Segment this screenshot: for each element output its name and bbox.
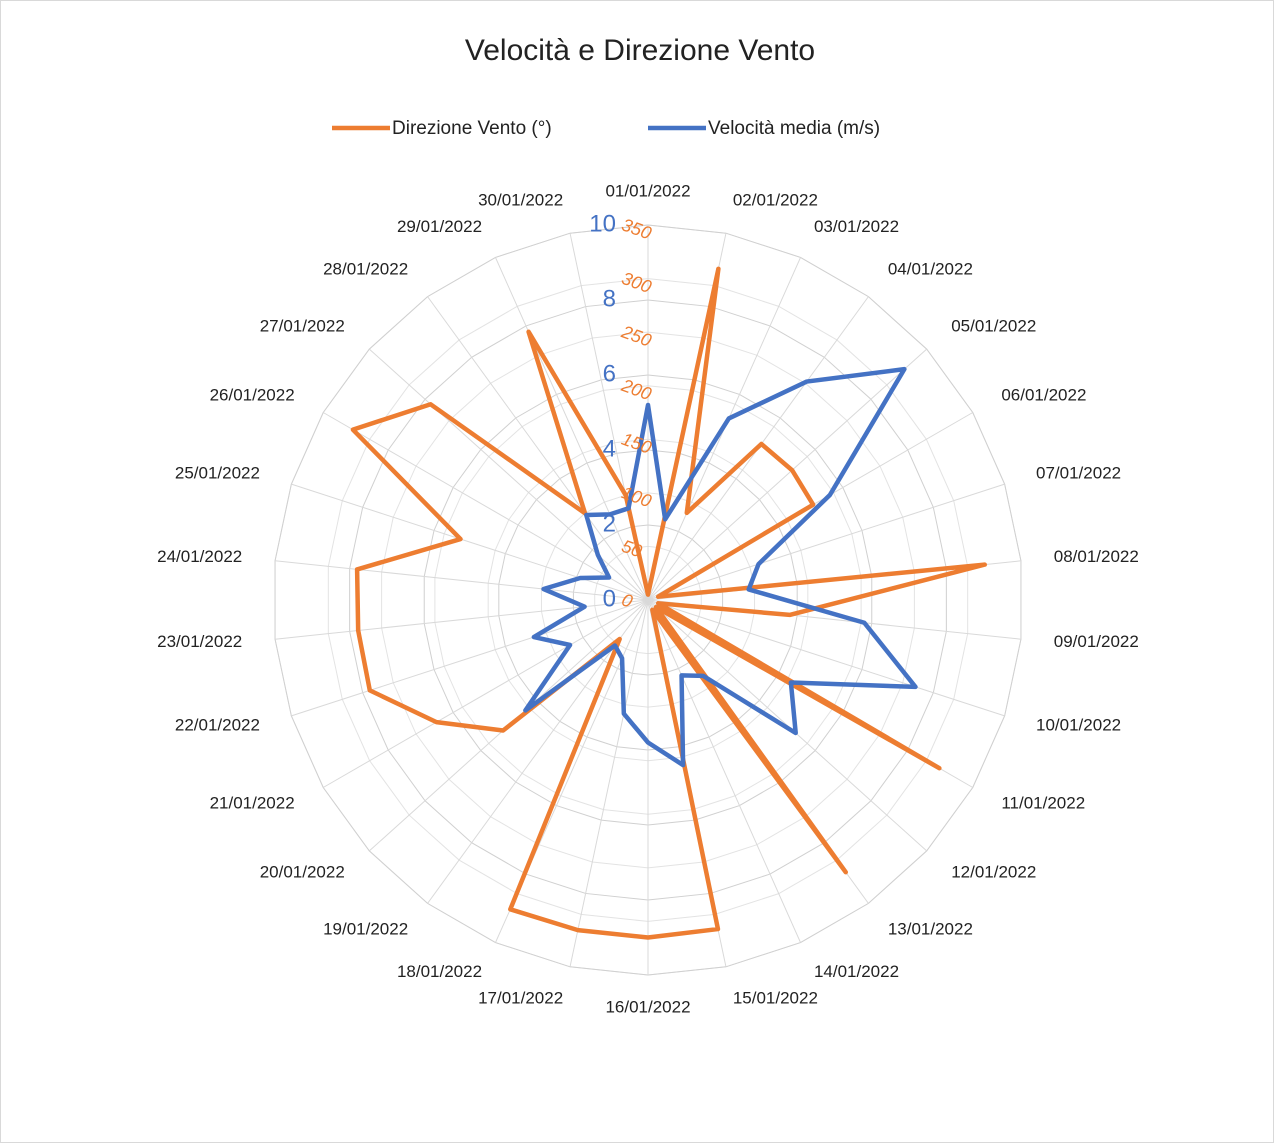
category-label: 10/01/2022 xyxy=(1036,716,1121,735)
spoke xyxy=(322,599,649,788)
legend-label: Velocità media (m/s) xyxy=(708,118,880,139)
y2-tick-label: 10 xyxy=(589,210,616,237)
spoke xyxy=(275,560,649,601)
category-label: 23/01/2022 xyxy=(157,632,242,651)
y2-tick-label: 0 xyxy=(603,585,616,612)
category-label: 17/01/2022 xyxy=(478,989,563,1008)
category-label: 24/01/2022 xyxy=(157,547,242,566)
category-label: 18/01/2022 xyxy=(397,962,482,981)
spoke xyxy=(495,257,649,601)
category-label: 26/01/2022 xyxy=(210,385,295,404)
y2-tick-label: 2 xyxy=(603,510,616,537)
category-label: 22/01/2022 xyxy=(175,716,260,735)
category-label: 05/01/2022 xyxy=(951,316,1036,335)
category-label: 29/01/2022 xyxy=(397,217,482,236)
category-label: 11/01/2022 xyxy=(1001,793,1085,812)
category-label: 07/01/2022 xyxy=(1036,463,1121,482)
spoke xyxy=(291,599,649,717)
spoke xyxy=(322,412,649,601)
category-label: 20/01/2022 xyxy=(260,862,345,881)
category-label: 25/01/2022 xyxy=(175,463,260,482)
legend-label: Direzione Vento (°) xyxy=(392,118,552,139)
spoke xyxy=(427,296,649,601)
y2-tick-label: 8 xyxy=(603,285,616,312)
category-label: 09/01/2022 xyxy=(1054,632,1139,651)
category-label: 19/01/2022 xyxy=(323,920,408,939)
category-label: 21/01/2022 xyxy=(210,793,295,812)
category-label: 02/01/2022 xyxy=(733,190,818,209)
spoke xyxy=(647,599,1005,717)
series-line xyxy=(350,266,987,940)
y2-tick-label: 4 xyxy=(603,435,616,462)
spoke xyxy=(647,599,801,943)
category-label: 03/01/2022 xyxy=(814,217,899,236)
y2-tick-label: 6 xyxy=(603,360,616,387)
spoke xyxy=(569,599,649,967)
series-line xyxy=(523,366,918,768)
category-label: 13/01/2022 xyxy=(888,920,973,939)
category-label: 28/01/2022 xyxy=(323,259,408,278)
category-label: 14/01/2022 xyxy=(814,962,899,981)
category-label: 06/01/2022 xyxy=(1001,385,1086,404)
spoke xyxy=(647,483,1005,601)
category-label: 12/01/2022 xyxy=(951,862,1036,881)
category-label: 08/01/2022 xyxy=(1054,547,1139,566)
category-label: 15/01/2022 xyxy=(733,989,818,1008)
spoke xyxy=(291,483,649,601)
category-label: 04/01/2022 xyxy=(888,259,973,278)
spoke xyxy=(647,348,928,601)
category-label: 30/01/2022 xyxy=(478,190,563,209)
chart-title: Velocità e Direzione Vento xyxy=(465,34,815,67)
category-label: 01/01/2022 xyxy=(605,181,690,200)
category-label: 27/01/2022 xyxy=(260,316,345,335)
category-label: 16/01/2022 xyxy=(605,997,690,1016)
